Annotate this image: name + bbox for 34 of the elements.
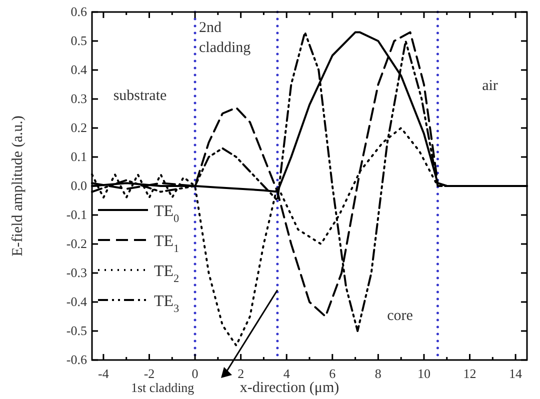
x-tick-label: -2 — [144, 366, 155, 381]
x-tick-label: 10 — [417, 366, 430, 381]
y-tick-label: 0.5 — [70, 33, 87, 48]
y-tick-label: -0.1 — [66, 207, 87, 222]
y-tick-label: 0.3 — [70, 91, 87, 106]
legend-label: TE$_{1}$ — [154, 233, 180, 255]
annotation: 2nd cladding — [199, 20, 252, 56]
y-tick-label: 0.2 — [70, 120, 87, 135]
y-tick-label: 0.6 — [70, 4, 88, 19]
legend-label: TE$_{3}$ — [154, 293, 180, 315]
y-tick-label: 0.4 — [70, 62, 88, 77]
x-tick-label: 8 — [374, 366, 382, 381]
x-tick-label: 0 — [192, 366, 198, 381]
annotation: core — [387, 308, 414, 324]
legend-label: TE$_{2}$ — [154, 263, 180, 285]
x-tick-label: 2 — [238, 366, 244, 381]
annotation: substrate — [113, 88, 167, 104]
x-tick-label: 12 — [463, 366, 476, 381]
y-tick-label: -0.6 — [66, 352, 88, 367]
y-tick-label: 0.1 — [70, 149, 87, 164]
x-tick-label: -4 — [98, 366, 110, 381]
y-tick-label: -0.2 — [66, 236, 87, 251]
y-tick-label: -0.3 — [66, 265, 87, 280]
text: 1st cladding — [131, 380, 195, 395]
legend-label: TE$_{0}$ — [154, 203, 180, 225]
y-tick-label: -0.4 — [66, 294, 88, 309]
x-tick-label: 4 — [283, 366, 290, 381]
y-axis-title: E-field amplitude (a.u.) — [10, 116, 26, 256]
x-tick-label: 14 — [509, 366, 523, 381]
annotation: air — [482, 78, 498, 94]
x-tick-label: 6 — [329, 366, 336, 381]
x-axis-title: x-direction (μm) — [240, 380, 340, 396]
y-tick-label: -0.5 — [66, 323, 87, 338]
y-tick-label: 0.0 — [70, 178, 87, 193]
